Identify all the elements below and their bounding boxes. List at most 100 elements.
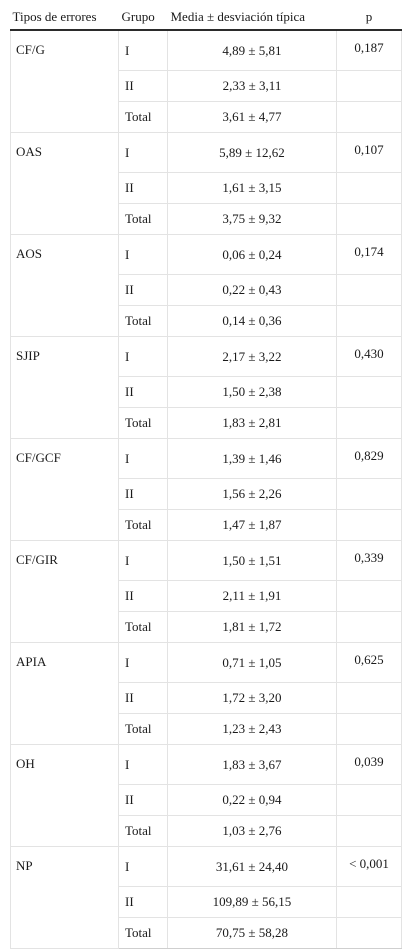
mean-sd-cell: 1,03 ± 2,76 [167, 815, 337, 847]
group-cell: I [118, 30, 168, 71]
table-row: II 1,50 ± 2,38 [11, 376, 402, 408]
column-header-error-type: Tipos de errores [10, 4, 119, 31]
table-row: II 2,33 ± 3,11 [11, 70, 402, 102]
group-cell: Total [118, 509, 168, 541]
mean-sd-cell: 1,61 ± 3,15 [167, 172, 337, 204]
mean-sd-cell: 1,81 ± 1,72 [167, 611, 337, 643]
p-value-empty-cell [336, 886, 402, 918]
group-cell: II [118, 172, 168, 204]
mean-sd-cell: 31,61 ± 24,40 [167, 846, 337, 887]
error-type-cell: OAS [10, 132, 119, 235]
table-row: AOS I 0,06 ± 0,24 0,174 [10, 234, 402, 337]
p-value-empty-cell [336, 172, 402, 204]
p-value-empty-cell [336, 101, 402, 133]
table-row: Total 1,03 ± 2,76 [11, 815, 402, 847]
table-row: SJIP I 2,17 ± 3,22 0,430 [10, 336, 402, 439]
p-value-empty-cell [336, 478, 402, 510]
table-row: OH I 1,83 ± 3,67 0,039 [10, 744, 402, 847]
mean-sd-cell: 3,61 ± 4,77 [167, 101, 337, 133]
mean-sd-cell: 0,22 ± 0,43 [167, 274, 337, 306]
mean-sd-cell: 1,50 ± 1,51 [167, 540, 337, 581]
group-cell: II [118, 886, 168, 918]
table-row: II 0,22 ± 0,94 [11, 784, 402, 816]
table-row: OAS I 5,89 ± 12,62 0,107 [10, 132, 402, 235]
group-cell: I [118, 234, 168, 275]
table-row: II 1,56 ± 2,26 [11, 478, 402, 510]
group-cell: Total [118, 101, 168, 133]
column-header-p: p [336, 4, 402, 31]
error-type-cell: CF/G [10, 30, 119, 133]
error-type-cell: CF/GCF [10, 438, 119, 541]
header-row: Tipos de errores Grupo Media ± desviació… [10, 4, 402, 31]
mean-sd-cell: 3,75 ± 9,32 [167, 203, 337, 235]
p-value-cell: 0,187 [336, 30, 402, 71]
p-value-empty-cell [336, 407, 402, 439]
mean-sd-cell: 0,06 ± 0,24 [167, 234, 337, 275]
table-row: APIA I 0,71 ± 1,05 0,625 [10, 642, 402, 745]
p-value-empty-cell [336, 713, 402, 745]
error-type-cell: OH [10, 744, 119, 847]
table-row: CF/GIR I 1,50 ± 1,51 0,339 [10, 540, 402, 643]
group-cell: II [118, 478, 168, 510]
group-cell: II [118, 682, 168, 714]
group-cell: Total [118, 407, 168, 439]
group-cell: II [118, 784, 168, 816]
table-row: Total 1,83 ± 2,81 [11, 407, 402, 439]
group-cell: Total [118, 305, 168, 337]
mean-sd-cell: 0,71 ± 1,05 [167, 642, 337, 683]
mean-sd-cell: 1,83 ± 2,81 [167, 407, 337, 439]
p-value-empty-cell [336, 274, 402, 306]
group-cell: Total [118, 203, 168, 235]
column-header-group: Grupo [118, 4, 168, 31]
group-cell: I [118, 642, 168, 683]
mean-sd-cell: 1,56 ± 2,26 [167, 478, 337, 510]
group-cell: I [118, 846, 168, 887]
p-value-cell: < 0,001 [336, 846, 402, 887]
p-value-empty-cell [336, 784, 402, 816]
mean-sd-cell: 1,23 ± 2,43 [167, 713, 337, 745]
mean-sd-cell: 2,17 ± 3,22 [167, 336, 337, 377]
error-type-cell: NP [10, 846, 119, 949]
p-value-empty-cell [336, 376, 402, 408]
mean-sd-cell: 0,22 ± 0,94 [167, 784, 337, 816]
p-value-cell: 0,339 [336, 540, 402, 581]
mean-sd-cell: 1,50 ± 2,38 [167, 376, 337, 408]
mean-sd-cell: 109,89 ± 56,15 [167, 886, 337, 918]
p-value-cell: 0,107 [336, 132, 402, 173]
p-value-empty-cell [336, 509, 402, 541]
error-type-cell: CF/GIR [10, 540, 119, 643]
group-cell: II [118, 376, 168, 408]
table-row: Total 3,75 ± 9,32 [11, 203, 402, 235]
table-row: II 2,11 ± 1,91 [11, 580, 402, 612]
group-cell: Total [118, 611, 168, 643]
table-row: II 1,61 ± 3,15 [11, 172, 402, 204]
table-row: Total 3,61 ± 4,77 [11, 101, 402, 133]
p-value-empty-cell [336, 70, 402, 102]
p-value-empty-cell [336, 203, 402, 235]
group-cell: I [118, 132, 168, 173]
group-cell: Total [118, 815, 168, 847]
table-row: II 0,22 ± 0,43 [11, 274, 402, 306]
error-type-cell: AOS [10, 234, 119, 337]
table-body: CF/G I 4,89 ± 5,81 0,187 II 2,33 ± 3,11 Total 3… [10, 30, 402, 949]
p-value-cell: 0,625 [336, 642, 402, 683]
mean-sd-cell: 1,83 ± 3,67 [167, 744, 337, 785]
mean-sd-cell: 2,33 ± 3,11 [167, 70, 337, 102]
error-type-cell: SJIP [10, 336, 119, 439]
statistics-table: Tipos de errores Grupo Media ± desviació… [10, 4, 402, 949]
p-value-empty-cell [336, 305, 402, 337]
group-cell: II [118, 70, 168, 102]
group-cell: I [118, 540, 168, 581]
p-value-cell: 0,174 [336, 234, 402, 275]
p-value-empty-cell [336, 682, 402, 714]
table-row: NP I 31,61 ± 24,40 < 0,001 [10, 846, 402, 949]
group-cell: I [118, 744, 168, 785]
mean-sd-cell: 0,14 ± 0,36 [167, 305, 337, 337]
p-value-cell: 0,039 [336, 744, 402, 785]
table-row: Total 1,81 ± 1,72 [11, 611, 402, 643]
mean-sd-cell: 2,11 ± 1,91 [167, 580, 337, 612]
mean-sd-cell: 1,72 ± 3,20 [167, 682, 337, 714]
table-row: Total 1,23 ± 2,43 [11, 713, 402, 745]
p-value-cell: 0,829 [336, 438, 402, 479]
p-value-empty-cell [336, 917, 402, 949]
